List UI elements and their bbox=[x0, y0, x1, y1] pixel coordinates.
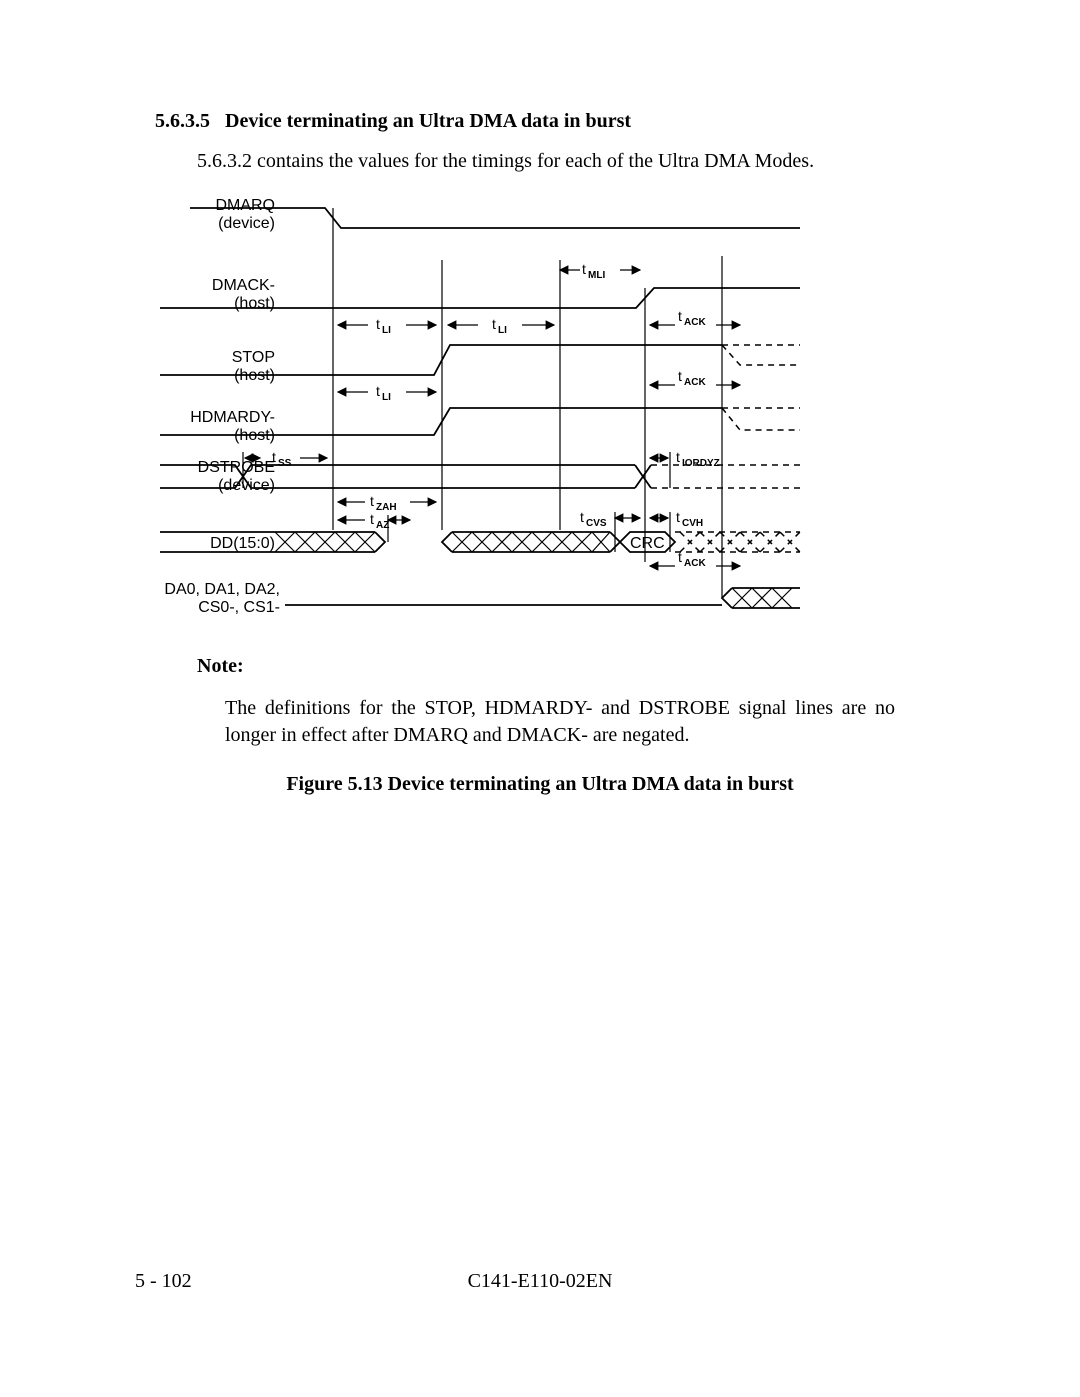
signal-sublabel-da: CS0-, CS1- bbox=[198, 599, 280, 615]
svg-text:t: t bbox=[678, 549, 682, 565]
figure-caption: Figure 5.13 Device terminating an Ultra … bbox=[0, 773, 1080, 796]
svg-text:LI: LI bbox=[498, 325, 507, 336]
svg-text:ZAH: ZAH bbox=[376, 502, 397, 513]
svg-text:t: t bbox=[370, 493, 374, 509]
signal-label-stop: STOP bbox=[232, 349, 275, 366]
timing-diagram: DMARQ (device) DMACK- (host) tMLI tLI tL… bbox=[120, 190, 850, 615]
signal-sublabel-dstrobe: (device) bbox=[218, 477, 275, 494]
svg-text:t: t bbox=[370, 511, 374, 527]
svg-text:t: t bbox=[678, 308, 682, 324]
svg-text:ACK: ACK bbox=[684, 377, 706, 388]
svg-text:LI: LI bbox=[382, 325, 391, 336]
svg-text:t: t bbox=[376, 383, 380, 399]
svg-text:LI: LI bbox=[382, 392, 391, 403]
signal-label-dd: DD(15:0) bbox=[210, 535, 275, 552]
svg-text:t: t bbox=[272, 449, 276, 465]
svg-text:CVS: CVS bbox=[586, 518, 607, 529]
intro-text: 5.6.3.2 contains the values for the timi… bbox=[197, 150, 814, 173]
document-id: C141-E110-02EN bbox=[0, 1270, 1080, 1293]
svg-text:MLI: MLI bbox=[588, 270, 605, 281]
svg-text:ACK: ACK bbox=[684, 317, 706, 328]
svg-text:CVH: CVH bbox=[682, 518, 703, 529]
signal-label-dmarq: DMARQ bbox=[215, 197, 275, 214]
section-number: 5.6.3.5 bbox=[155, 110, 210, 133]
svg-text:t: t bbox=[580, 509, 584, 525]
signal-sublabel-dmack: (host) bbox=[234, 295, 275, 312]
note-text: The definitions for the STOP, HDMARDY- a… bbox=[225, 695, 895, 749]
svg-text:SS: SS bbox=[278, 458, 292, 469]
svg-text:t: t bbox=[678, 368, 682, 384]
crc-label: CRC bbox=[630, 535, 665, 552]
svg-text:IORDYZ: IORDYZ bbox=[682, 458, 720, 469]
svg-text:t: t bbox=[582, 261, 586, 277]
signal-label-dmack: DMACK- bbox=[212, 277, 275, 294]
note-heading: Note: bbox=[197, 655, 244, 678]
svg-text:t: t bbox=[676, 509, 680, 525]
section-title: Device terminating an Ultra DMA data in … bbox=[225, 110, 631, 133]
signal-label-da: DA0, DA1, DA2, bbox=[164, 581, 280, 598]
svg-text:t: t bbox=[492, 316, 496, 332]
svg-text:t: t bbox=[376, 316, 380, 332]
signal-label-hdmardy: HDMARDY- bbox=[190, 409, 275, 426]
svg-text:AZ: AZ bbox=[376, 520, 389, 531]
signal-sublabel-dmarq: (device) bbox=[218, 215, 275, 232]
svg-text:t: t bbox=[676, 449, 680, 465]
document-page: 5.6.3.5 Device terminating an Ultra DMA … bbox=[0, 0, 1080, 1397]
svg-text:ACK: ACK bbox=[684, 558, 706, 569]
